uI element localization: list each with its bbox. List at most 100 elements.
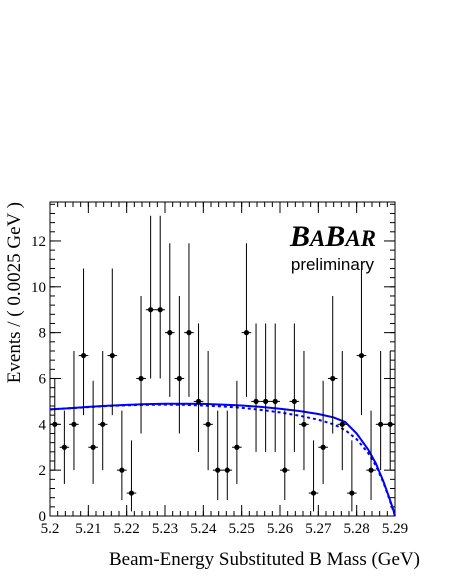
point-marker xyxy=(90,444,96,450)
point-marker xyxy=(272,398,278,405)
logo-part-4: AR xyxy=(343,226,376,251)
data-point xyxy=(107,268,118,416)
data-point xyxy=(97,350,108,471)
data-point xyxy=(117,410,127,500)
point-marker xyxy=(358,352,365,359)
point-marker xyxy=(52,421,58,427)
data-point xyxy=(136,295,146,434)
data-point xyxy=(270,323,280,452)
point-marker xyxy=(320,444,326,450)
point-marker xyxy=(291,398,297,405)
x-tick-label: 5.22 xyxy=(114,521,140,537)
data-point xyxy=(356,268,367,416)
data-points xyxy=(50,215,395,512)
x-tick-label: 5.28 xyxy=(344,521,370,537)
point-marker xyxy=(263,398,269,405)
plot-frame xyxy=(49,201,396,517)
point-marker xyxy=(253,398,259,405)
point-marker xyxy=(215,467,221,473)
data-point xyxy=(280,410,290,500)
x-tick-label: 5.27 xyxy=(305,521,332,537)
data-point xyxy=(260,323,271,452)
y-axis: 0 2 4 6 8 10 12 xyxy=(31,203,395,525)
y-tick-label: 12 xyxy=(31,234,46,250)
point-marker xyxy=(330,375,336,382)
data-point xyxy=(347,440,357,512)
y-tick-label: 4 xyxy=(39,417,47,433)
background-fit-curve xyxy=(49,403,396,517)
point-marker xyxy=(243,330,250,336)
point-marker xyxy=(282,467,288,473)
x-tick-label: 5.24 xyxy=(190,521,217,537)
x-tick-label: 5.25 xyxy=(229,521,255,537)
logo-part-3: B xyxy=(324,220,345,253)
data-point xyxy=(50,378,60,471)
point-marker xyxy=(167,330,173,336)
point-marker xyxy=(119,467,125,473)
point-marker xyxy=(387,421,393,427)
data-point xyxy=(193,323,204,452)
data-point xyxy=(241,243,252,397)
data-point xyxy=(232,380,242,484)
point-marker xyxy=(368,467,374,473)
data-point xyxy=(88,380,98,484)
plot-border xyxy=(49,201,396,517)
data-point xyxy=(174,295,185,434)
y-tick-label: 2 xyxy=(39,463,47,479)
x-tick-label: 5.21 xyxy=(75,521,101,537)
point-marker xyxy=(176,375,182,382)
point-marker xyxy=(128,490,135,496)
y-axis-title: Events / ( 0.0025 GeV ) xyxy=(4,202,25,383)
data-point xyxy=(165,243,175,397)
y-tick-label: 6 xyxy=(39,371,47,387)
data-point xyxy=(59,410,70,484)
data-point xyxy=(78,268,89,416)
x-tick-label: 5.29 xyxy=(382,521,408,537)
data-point xyxy=(69,350,79,471)
data-point xyxy=(203,350,213,471)
point-marker xyxy=(301,421,307,427)
data-point xyxy=(212,410,223,500)
x-tick-label: 5.2 xyxy=(41,521,60,537)
point-marker xyxy=(80,352,87,359)
data-point xyxy=(366,410,376,500)
babar-logo: BABAR xyxy=(289,220,376,253)
point-marker xyxy=(71,421,77,427)
data-point xyxy=(327,295,338,434)
logo-part-2: A xyxy=(308,226,325,251)
data-point xyxy=(126,440,137,512)
x-tick-label: 5.26 xyxy=(267,521,294,537)
data-point xyxy=(337,350,348,471)
data-point xyxy=(375,350,386,471)
point-marker xyxy=(349,490,355,496)
y-tick-label: 8 xyxy=(39,326,47,342)
data-point xyxy=(155,215,165,379)
data-point xyxy=(318,380,328,484)
y-tick-label: 10 xyxy=(31,280,46,296)
point-marker xyxy=(205,421,211,427)
point-marker xyxy=(186,330,192,336)
fit-curves xyxy=(49,402,396,517)
data-point xyxy=(184,243,194,397)
data-point xyxy=(299,350,309,471)
point-marker xyxy=(339,421,345,427)
point-marker xyxy=(195,398,202,405)
point-marker xyxy=(224,467,230,473)
point-marker xyxy=(310,490,317,496)
data-point xyxy=(385,350,395,471)
data-point xyxy=(222,410,233,500)
point-marker xyxy=(378,421,384,427)
data-point xyxy=(251,323,261,452)
x-tick-label: 5.23 xyxy=(152,521,178,537)
point-marker xyxy=(157,307,163,313)
x-axis: 5.2 5.21 5.22 5.23 5.24 5.25 5.26 5.27 5.28 5.29 xyxy=(41,202,408,537)
total-fit-curve xyxy=(49,402,396,517)
data-point xyxy=(308,440,319,512)
point-marker xyxy=(234,444,240,450)
point-marker xyxy=(138,375,144,382)
y-tick-label: 0 xyxy=(39,509,47,525)
data-point xyxy=(145,215,156,379)
logo-part-1: B xyxy=(289,220,310,253)
preliminary-label: preliminary xyxy=(291,255,375,274)
